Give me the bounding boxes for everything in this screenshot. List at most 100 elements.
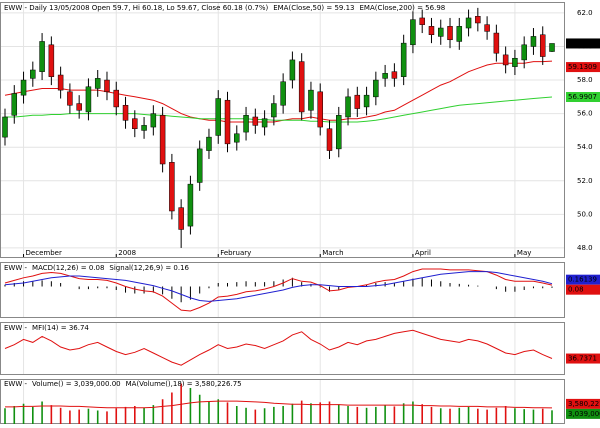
candle-body [549,43,555,52]
candle-body [308,89,314,111]
macd-line [4,268,553,312]
y-tick-label: 56.0 [577,110,593,118]
candle-body [104,79,110,93]
candle-body [382,73,388,79]
last-value-label: 59.1309 [568,63,597,71]
candle-body [502,54,509,66]
last-value-label: 0.08 [568,286,584,294]
panel-title: EWW - Daily 13/05/2008 Open 59.7, Hi 60.… [4,4,268,12]
panel-title: EMA(Close,200) = 56.98 [360,4,446,12]
x-tick-label: May [517,249,531,257]
candle-body [141,125,147,131]
last-value-label-box [566,398,600,409]
volume-ma-line [5,400,553,409]
candle-body [493,32,500,54]
last-value-label-box [566,284,600,295]
panel-title: EWW - [4,380,27,388]
panel-title: EMA(Close,50) = 59.13 [273,4,354,12]
candle-body [48,44,55,77]
candle-body [437,27,444,37]
last-value-label: 3,580,227 [568,400,600,408]
ema-line [5,96,553,123]
candle-body [345,96,351,118]
last-value-label-box [566,408,600,419]
last-value-label-box [566,62,600,73]
candle-body [336,115,342,150]
candle-body [132,118,138,129]
candle-body [169,162,175,212]
x-tick-label: 2008 [118,249,136,257]
candle-body [354,94,361,109]
candle-body [243,115,249,133]
candle-body [289,59,296,81]
last-value-label-box [566,92,600,103]
candle-body [456,26,463,42]
candle-body [512,57,518,67]
y-tick-label: 54.0 [577,143,593,151]
candle-body [298,61,305,113]
candle-body [178,207,184,230]
macd-line [4,271,553,302]
candle-body [39,41,45,72]
candle-body [280,81,286,106]
candle-body [57,74,64,91]
last-value-label: 56.9907 [568,93,597,101]
last-value-label: 0.16139 [568,276,597,284]
candle-body [67,91,73,106]
candle-body [215,98,221,136]
last-value-label-box [566,274,600,285]
candle-body [484,24,490,32]
panel-title: MFI(14) = 36.74 [32,324,89,332]
last-value-label: 3,039,000 [568,410,600,418]
candle-body [400,42,407,77]
x-tick-label: December [26,249,62,257]
candle-body [206,136,212,151]
y-tick-label: 52.0 [577,177,593,185]
candle-body [410,19,416,46]
panel-title: MA(Volume(),18) = 3,580,226.75 [126,380,242,388]
last-value-label-box [566,353,600,364]
candle-body [150,113,157,128]
y-tick-label: 58.0 [577,76,593,84]
candle-body [271,103,277,118]
panel-title: Signal(12,26,9) = 0.16 [109,264,189,272]
y-tick-label: 50.0 [577,210,593,218]
panel-frame [0,322,565,375]
x-tick-label: March [322,249,343,257]
candle-body [76,103,82,111]
panel-frame [0,2,565,258]
x-tick-label: April [415,249,431,257]
candle-body [539,34,546,57]
panel-title: EWW - [4,264,27,272]
candle-body [30,69,36,79]
candle-body [475,16,481,24]
candle-body [326,128,333,151]
candle-body [187,183,194,227]
candle-body [419,17,425,25]
candle-body [465,17,472,29]
candle-body [521,44,527,61]
ema-line [4,60,553,123]
candle-body [261,118,268,128]
candle-body [85,86,92,113]
last-close-label-box [566,38,600,49]
y-tick-label: 62.0 [577,9,593,17]
candle-body [224,99,231,145]
candle-body [11,93,18,116]
candle-body [447,26,453,41]
panel-title: Volume() = 3,039,000.00 [32,380,121,388]
candle-body [530,36,537,47]
panel-title: MACD(12,26) = 0.08 [32,264,104,272]
candle-body [252,116,259,126]
candle-body [317,91,323,128]
candle-body [373,79,379,98]
candle-body [196,148,203,183]
y-tick-label: 48.0 [577,244,593,252]
indicator-line [4,329,553,366]
candle-body [363,94,370,108]
x-tick-label: February [220,249,251,257]
panel-title: EWW - [4,324,27,332]
last-value-label: 36.7371 [568,355,597,363]
last-close-label: 60.18 [568,39,588,47]
